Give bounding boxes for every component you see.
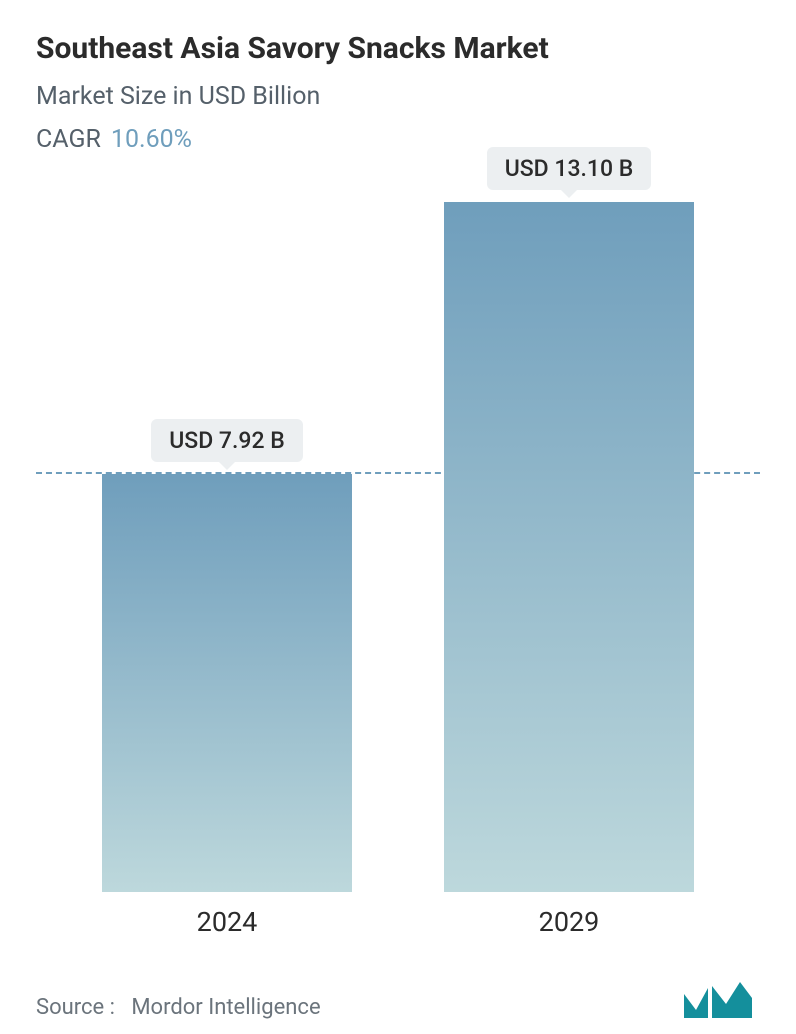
chart-area: USD 7.92 BUSD 13.10 B 2024 2029 (36, 202, 760, 1005)
source-label: Source : (36, 995, 115, 1020)
xaxis-label-2024: 2024 (97, 906, 357, 938)
footer: Source : Mordor Intelligence (36, 980, 760, 1020)
cagr-label: CAGR (36, 125, 101, 154)
source-name: Mordor Intelligence (131, 995, 320, 1020)
xaxis-label-2029: 2029 (439, 906, 699, 938)
bar-2029 (444, 202, 694, 892)
x-axis: 2024 2029 (36, 906, 760, 938)
plot: USD 7.92 BUSD 13.10 B (36, 202, 760, 892)
source-text: Source : Mordor Intelligence (36, 995, 321, 1020)
chart-title: Southeast Asia Savory Snacks Market (36, 30, 760, 68)
brand-logo (682, 980, 754, 1020)
value-badge-2029: USD 13.10 B (487, 147, 652, 190)
cagr-value: 10.60% (111, 125, 192, 154)
bar-wrap-2029: USD 13.10 B (439, 147, 699, 892)
bar-2024 (102, 474, 352, 891)
chart-subtitle: Market Size in USD Billion (36, 82, 760, 111)
bar-wrap-2024: USD 7.92 B (97, 419, 357, 891)
value-badge-2024: USD 7.92 B (151, 419, 303, 462)
bars-container: USD 7.92 BUSD 13.10 B (36, 202, 760, 892)
